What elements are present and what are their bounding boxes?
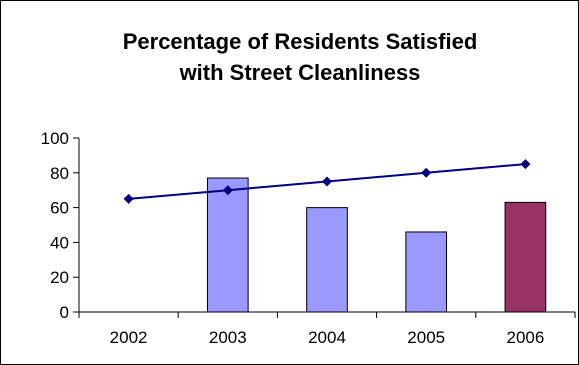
trend-point-2002 — [123, 193, 134, 204]
y-tick-label-40: 40 — [50, 233, 69, 252]
y-tick-label-100: 100 — [41, 129, 69, 148]
x-tick-label-2005: 2005 — [407, 328, 445, 347]
trend-point-2004 — [322, 176, 332, 187]
chart-title: Percentage of Residents Satisfied with S… — [0, 26, 579, 88]
trend-point-2003 — [222, 185, 233, 196]
bar-2004 — [306, 207, 348, 313]
bar-2006 — [504, 201, 547, 313]
trend-point-2005 — [421, 167, 432, 178]
bar-2003 — [206, 177, 249, 313]
y-tick-label-60: 60 — [50, 199, 69, 218]
x-tick-label-2006: 2006 — [506, 328, 544, 347]
y-tick-label-0: 0 — [60, 303, 69, 322]
y-tick-label-20: 20 — [50, 268, 69, 287]
chart-title-line-1: Percentage of Residents Satisfied — [122, 29, 478, 54]
x-tick-label-2004: 2004 — [308, 328, 346, 347]
x-tick-label-2002: 2002 — [110, 328, 148, 347]
chart-title-line-2: with Street Cleanliness — [179, 60, 421, 85]
x-tick-label-2003: 2003 — [209, 328, 247, 347]
trend-point-2006 — [520, 159, 531, 170]
y-tick-label-80: 80 — [50, 164, 69, 183]
bar-2005 — [405, 231, 448, 313]
